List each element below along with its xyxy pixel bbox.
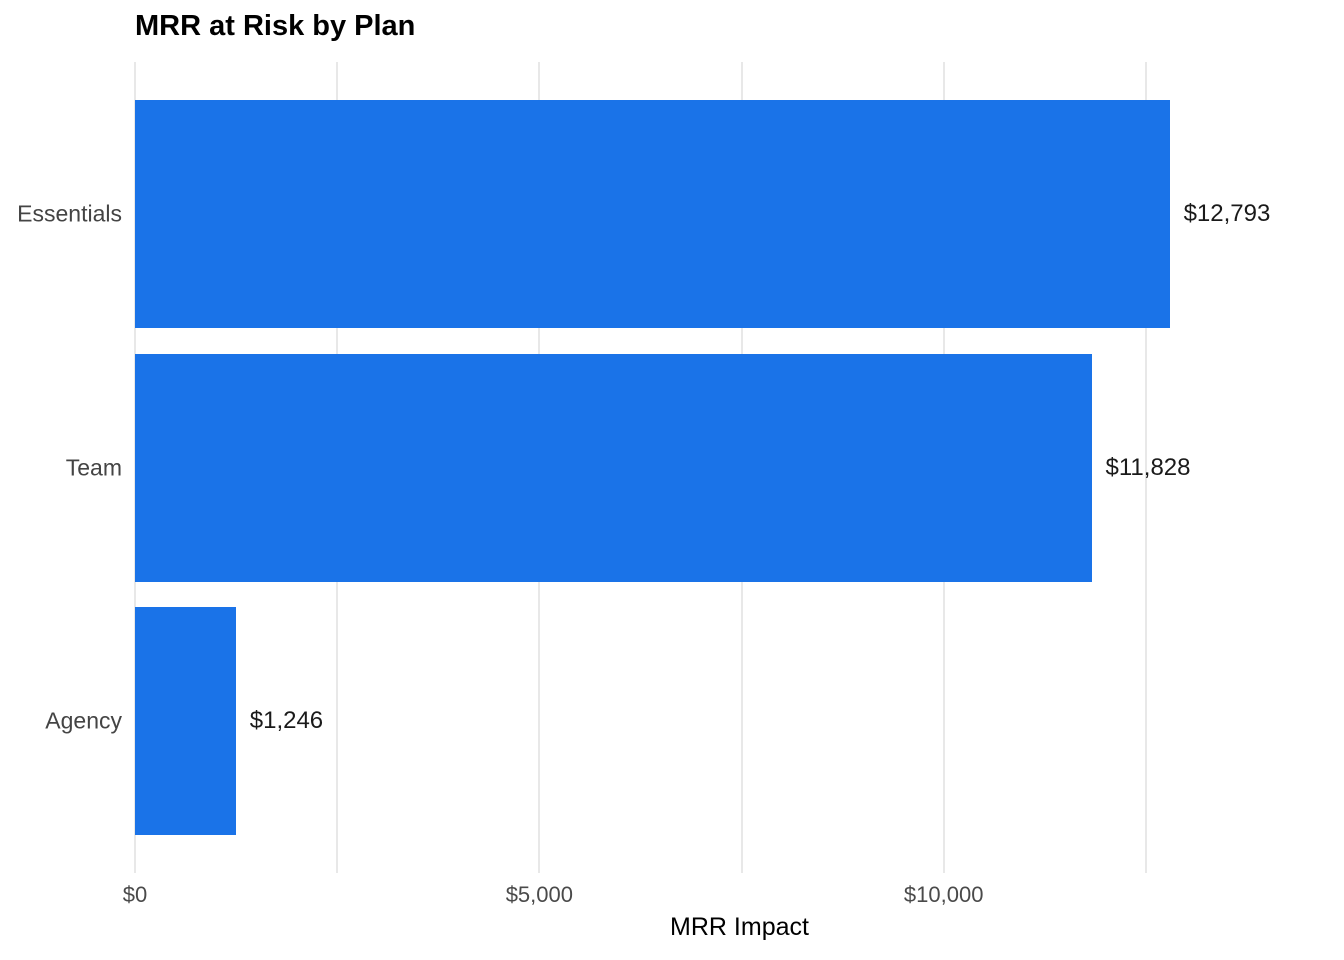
value-label-essentials: $12,793 [1183, 200, 1271, 227]
x-axis-title: MRR Impact [670, 913, 809, 941]
bar-agency [135, 607, 236, 835]
category-label-essentials: Essentials [17, 200, 122, 227]
category-label-agency: Agency [45, 707, 122, 734]
gridline [1144, 62, 1147, 873]
x-tick-label: $0 [122, 882, 148, 907]
x-tick-label: $5,000 [505, 882, 573, 907]
bar-team [135, 353, 1092, 582]
chart-title: MRR at Risk by Plan [135, 10, 416, 42]
category-label-team: Team [65, 454, 122, 480]
value-label-agency: $1,246 [249, 707, 324, 734]
plot-area [134, 62, 1344, 873]
x-tick-label: $10,000 [903, 882, 984, 907]
bar-essentials [135, 100, 1170, 328]
value-label-team: $11,828 [1105, 453, 1191, 481]
